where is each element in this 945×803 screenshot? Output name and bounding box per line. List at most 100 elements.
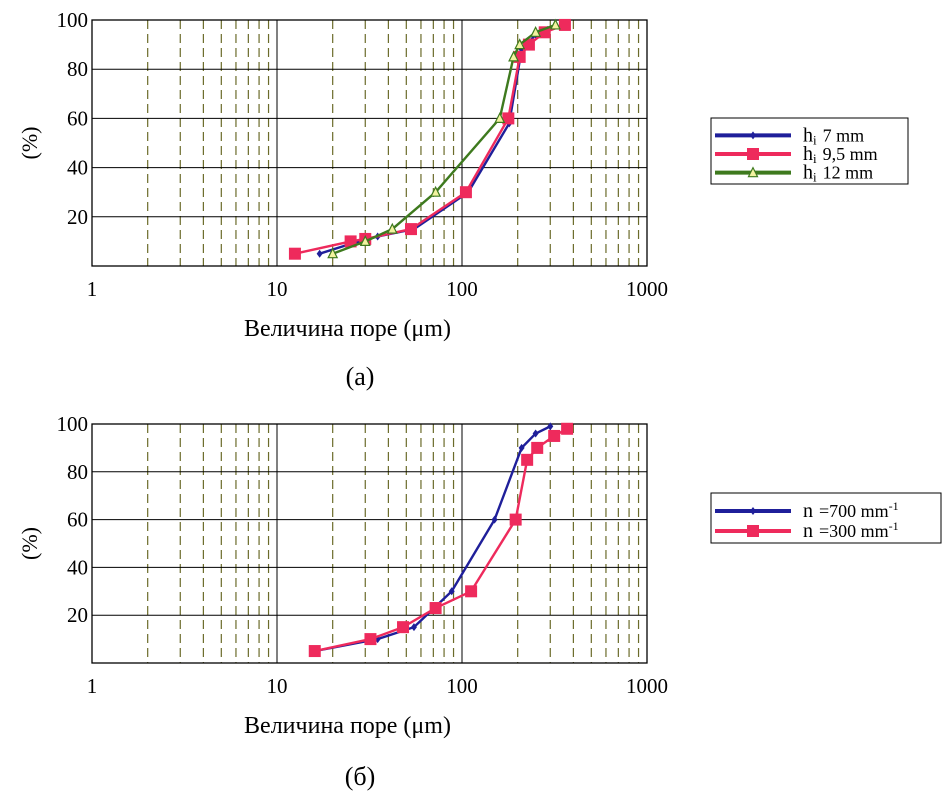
data-point bbox=[518, 443, 525, 452]
series-line bbox=[314, 425, 551, 653]
data-point bbox=[344, 235, 357, 248]
data-point bbox=[558, 18, 571, 31]
data-point bbox=[530, 25, 542, 37]
plot-frame bbox=[91, 423, 648, 664]
legend-label-subscript: i bbox=[813, 170, 817, 185]
legend-label: hi 9,5 mm bbox=[803, 143, 878, 166]
data-point bbox=[532, 429, 539, 438]
legend-entry: hi 9,5 mm bbox=[715, 143, 878, 166]
data-point bbox=[514, 38, 526, 50]
chart-panel-2: 20 40 60 80 100 1 10 100 1000 Величина поре (μm) (… bbox=[17, 412, 942, 791]
legend: n =700 mm-1 n =300 mm-1 bbox=[710, 492, 942, 544]
data-point bbox=[561, 422, 574, 435]
legend-label-main: h bbox=[803, 124, 813, 146]
y-tick-label: 60 bbox=[67, 106, 88, 130]
data-point bbox=[522, 38, 535, 51]
x-axis-label: Величина поре (μm) bbox=[244, 316, 451, 342]
data-point bbox=[549, 18, 561, 30]
series-3 bbox=[327, 18, 561, 259]
chart-panel-1: 20 40 60 80 100 1 10 100 1000 Величина поре (μm) (… bbox=[17, 8, 909, 391]
y-tick-label: 60 bbox=[67, 508, 88, 532]
legend-label-subscript: i bbox=[813, 132, 817, 147]
legend-label: n =700 mm-1 bbox=[803, 499, 899, 522]
legend-marker bbox=[747, 148, 759, 160]
data-point bbox=[548, 429, 561, 442]
x-tick-label: 100 bbox=[446, 674, 478, 698]
legend-marker bbox=[747, 525, 759, 537]
data-point bbox=[494, 112, 506, 124]
data-point bbox=[364, 633, 377, 646]
legend-label-main: h bbox=[803, 162, 813, 184]
legend-label-rest: 9,5 mm bbox=[823, 144, 878, 164]
legend-entry: n =300 mm-1 bbox=[715, 519, 899, 542]
x-axis-label: Величина поре (μm) bbox=[244, 713, 451, 739]
data-point bbox=[531, 441, 544, 454]
y-tick-label: 100 bbox=[57, 412, 89, 436]
legend-label: hi 7 mm bbox=[803, 124, 864, 147]
data-point bbox=[429, 602, 442, 615]
data-point bbox=[491, 515, 498, 524]
x-tick-label: 1000 bbox=[626, 674, 668, 698]
legend-label: n =300 mm-1 bbox=[803, 519, 899, 542]
legend-label: hi 12 mm bbox=[803, 162, 873, 185]
data-point bbox=[308, 645, 321, 658]
legend-label-rest: =700 mm bbox=[819, 501, 889, 521]
x-tick-label: 100 bbox=[446, 277, 478, 301]
legend-label-main: n bbox=[803, 500, 813, 522]
data-point bbox=[404, 223, 417, 236]
series-2 bbox=[288, 18, 571, 260]
y-tick-label: 40 bbox=[67, 156, 88, 180]
x-tick-label: 10 bbox=[267, 277, 288, 301]
legend-marker bbox=[750, 131, 756, 140]
x-tick-label: 1 bbox=[87, 277, 98, 301]
series-line bbox=[294, 23, 566, 255]
y-axis-label: (%) bbox=[17, 127, 42, 160]
x-tick-label: 1000 bbox=[626, 277, 668, 301]
legend-label-rest: =300 mm bbox=[819, 521, 889, 541]
data-point bbox=[386, 222, 398, 234]
legend-entry: hi 12 mm bbox=[715, 162, 873, 185]
y-tick-label: 100 bbox=[57, 8, 89, 32]
x-tick-label: 1 bbox=[87, 674, 98, 698]
data-point bbox=[459, 186, 472, 199]
panel-label: (б) bbox=[345, 762, 376, 791]
series-1 bbox=[316, 20, 568, 258]
data-point bbox=[410, 623, 417, 632]
data-point bbox=[288, 247, 301, 260]
data-point bbox=[508, 50, 520, 62]
data-point bbox=[327, 247, 339, 259]
legend-marker bbox=[750, 507, 756, 515]
legend-label-rest: 12 mm bbox=[823, 163, 874, 183]
data-point bbox=[521, 453, 534, 466]
legend-label-main: n bbox=[803, 520, 813, 542]
series-2 bbox=[308, 422, 574, 658]
data-point bbox=[465, 585, 478, 598]
legend-label-subscript: i bbox=[813, 151, 817, 166]
legend-entry: n =700 mm-1 bbox=[715, 499, 899, 522]
legend-label-main: h bbox=[803, 143, 813, 165]
legend-label-rest: 7 mm bbox=[823, 125, 865, 145]
series-line bbox=[319, 23, 566, 255]
data-point bbox=[430, 185, 442, 197]
data-point bbox=[448, 587, 455, 596]
y-tick-label: 40 bbox=[67, 555, 88, 579]
legend-label-superscript: -1 bbox=[889, 519, 899, 533]
y-tick-label: 80 bbox=[67, 460, 88, 484]
panel-label: (a) bbox=[346, 362, 375, 391]
y-tick-label: 20 bbox=[67, 205, 88, 229]
data-point bbox=[502, 112, 515, 125]
y-tick-label: 80 bbox=[67, 57, 88, 81]
series-line bbox=[314, 427, 568, 653]
legend-marker bbox=[747, 166, 759, 178]
data-point bbox=[397, 621, 410, 634]
y-axis-label: (%) bbox=[17, 527, 42, 560]
plot-frame bbox=[91, 19, 648, 267]
data-point bbox=[509, 513, 522, 526]
series-1 bbox=[311, 422, 554, 656]
legend-entry: hi 7 mm bbox=[715, 124, 864, 147]
legend-label-superscript: -1 bbox=[889, 499, 899, 513]
y-tick-label: 20 bbox=[67, 603, 88, 627]
data-point bbox=[316, 249, 323, 258]
